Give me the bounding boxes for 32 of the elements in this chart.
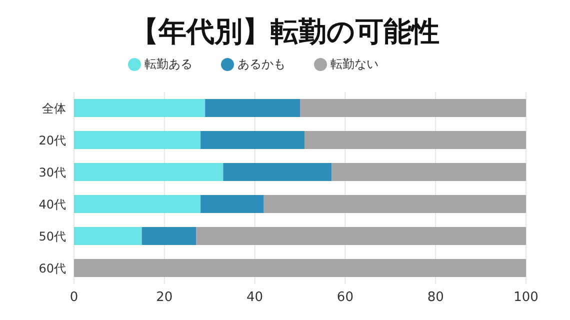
bar [74,227,142,246]
legend-label: 転勤ある [144,57,192,71]
bar [74,195,201,214]
legend-label: あるかも [238,57,286,71]
y-tick-label: 60代 [38,261,66,276]
bar [74,259,526,278]
bar [205,99,300,118]
x-tick-label: 0 [70,290,78,306]
bar [196,227,526,246]
x-tick-label: 20 [156,290,173,306]
bar [300,99,526,118]
bar [223,163,332,182]
bar [74,163,224,182]
y-tick-label: 40代 [38,197,66,212]
bar [304,131,526,150]
bar [200,131,305,150]
x-tick-label: 100 [514,290,538,306]
bar [264,195,526,214]
bar [74,131,201,150]
bar [200,195,264,214]
x-tick-label: 40 [246,290,264,306]
y-tick-label: 50代 [38,229,66,244]
chart-title: 【年代別】転勤の可能性 [130,14,440,50]
bar [332,163,526,182]
y-tick-label: 全体 [42,101,66,116]
bar [142,227,196,246]
y-tick-label: 30代 [38,165,66,180]
x-tick-label: 60 [336,290,354,306]
y-tick-label: 20代 [38,133,66,148]
bar [74,99,206,118]
legend-label: 転勤ない [330,57,378,71]
x-tick-label: 80 [427,290,444,306]
